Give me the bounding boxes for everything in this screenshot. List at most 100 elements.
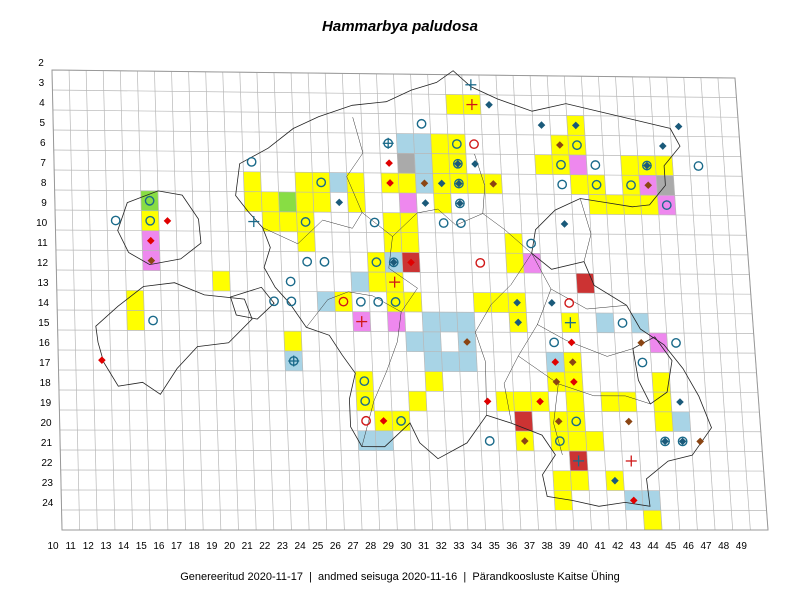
row-label: 3 [39,78,45,89]
observation-circle-marker [359,376,370,387]
observation-circle-marker [360,396,371,406]
grid-line [119,70,133,531]
observation-cross-marker [573,455,585,467]
observation-cross-marker [356,316,368,328]
observation-diamond-marker [421,199,430,207]
grid-line [102,70,116,531]
observation-diamond-marker [386,179,394,187]
column-label: 18 [189,541,201,552]
grid-cell-blue [423,331,442,352]
observation-circle-marker [693,161,704,171]
column-label: 24 [295,541,307,552]
column-label: 40 [577,541,589,552]
separator: | [463,571,467,583]
observation-diamond-marker [551,358,560,366]
grid-cell-yellow [386,291,405,312]
grid-cell-yellow [141,210,160,231]
observation-diamond-marker [520,437,529,445]
observation-circle-marker [554,436,565,447]
observation-diamond-marker [514,318,523,327]
observation-cross-marker [466,99,478,111]
observation-diamond-marker [536,397,544,406]
grid-line [205,71,222,531]
observation-cross-marker [288,355,300,367]
grid-cell-blue [405,331,425,352]
county-boundary [537,324,633,357]
observation-diamond-marker [163,217,172,225]
observation-diamond-marker [420,179,429,188]
observation-circle-marker [452,158,463,169]
column-label: 49 [736,541,748,552]
column-labels: 10 11 12 13 14 15 16 17 18 19 20 21 22 23 24 25 26 27 28 29… [47,541,747,552]
observation-diamond-marker [644,181,653,190]
row-label: 10 [36,218,48,229]
column-label: 12 [83,541,95,552]
row-label: 6 [40,138,46,149]
grid-line [290,72,310,531]
column-label: 26 [330,541,342,552]
observation-diamond-marker [567,338,576,347]
observation-diamond-marker [570,378,578,386]
grid-cell-yellow [495,391,515,412]
observation-circle-marker [591,179,602,190]
grid-cell-yellow [445,94,464,115]
grid-cell-blue [595,312,615,333]
observation-diamond-marker [548,299,556,307]
grid-cell-yellow [334,291,353,312]
grid-cell-blue [439,312,458,332]
grid-cell-yellow [504,233,524,254]
grid-line [512,75,539,531]
observation-circle-marker [388,257,399,268]
grid-frame [51,69,769,531]
grid-cell-yellow [400,232,420,253]
county-boundary [262,212,363,245]
grid-line [717,77,751,531]
county-boundary [553,383,563,455]
column-label: 10 [47,541,59,552]
grid-cell-yellow [283,331,303,352]
observation-circle-marker [355,296,366,307]
observation-diamond-marker [658,142,667,150]
observation-diamond-marker [674,122,683,131]
grid-line [56,269,750,275]
county-boundary [579,198,592,262]
column-label: 22 [259,541,271,552]
grid-line [632,76,663,531]
observation-circle-marker [642,160,652,171]
observation-diamond-marker [637,338,645,347]
grid-cell-yellow [505,253,525,274]
grid-cell-blue [357,430,377,451]
grid-cell-yellow [279,211,298,232]
grid-cell-blue [329,172,348,193]
observation-cross-marker [465,79,477,91]
observation-circle-marker [526,238,537,249]
row-label: 24 [42,498,54,509]
observation-diamond-marker [554,417,563,426]
grid-line [53,129,740,138]
row-label: 22 [41,458,53,469]
grid-cell-yellow [447,134,466,154]
grid-cell-yellow [621,175,641,196]
grid-cell-yellow [565,391,585,412]
observation-diamond-marker [678,437,687,446]
observation-circle-marker [572,140,582,151]
grid-line [57,309,753,315]
grid-cell-yellow [552,470,572,491]
grid-line [666,77,698,531]
row-label: 4 [39,98,45,109]
column-label: 42 [612,541,624,552]
observation-circle-marker [338,296,349,307]
observation-diamond-marker [146,236,155,245]
column-label: 20 [224,541,236,552]
observation-diamond-marker [379,417,388,425]
grid-cell-blue [630,313,650,333]
separator: | [309,571,312,583]
row-label: 23 [42,478,54,489]
observation-diamond-marker [485,100,493,109]
observation-diamond-marker [389,258,398,267]
column-label: 30 [400,541,412,552]
grid-cell-yellow [431,153,450,174]
grid-line [68,70,80,531]
observation-diamond-marker [624,417,633,426]
